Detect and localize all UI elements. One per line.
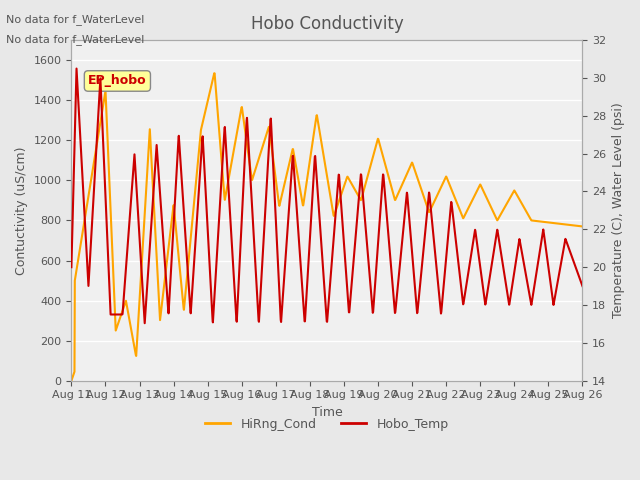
- X-axis label: Time: Time: [312, 406, 342, 419]
- Title: Hobo Conductivity: Hobo Conductivity: [251, 15, 403, 33]
- Y-axis label: Contuctivity (uS/cm): Contuctivity (uS/cm): [15, 146, 28, 275]
- Text: No data for f_WaterLevel: No data for f_WaterLevel: [6, 34, 145, 45]
- Text: EP_hobo: EP_hobo: [88, 74, 147, 87]
- Legend: HiRng_Cond, Hobo_Temp: HiRng_Cond, Hobo_Temp: [200, 413, 454, 436]
- Y-axis label: Temperature (C), Water Level (psi): Temperature (C), Water Level (psi): [612, 103, 625, 318]
- Text: No data for f_WaterLevel: No data for f_WaterLevel: [6, 14, 145, 25]
